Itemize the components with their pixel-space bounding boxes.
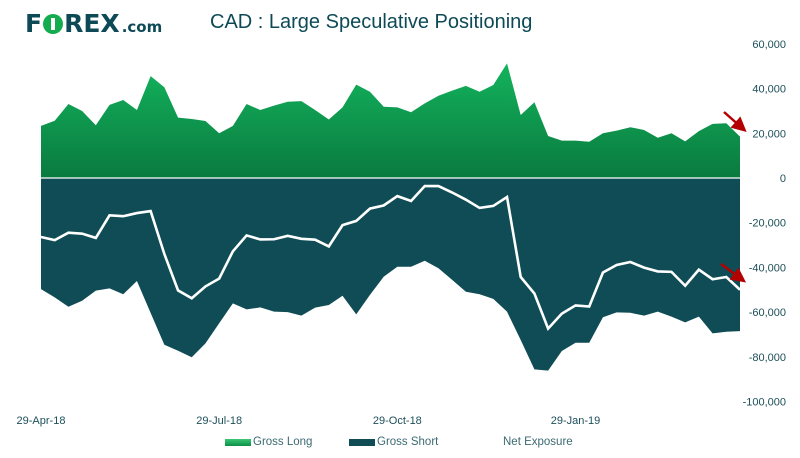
gross-long-down-arrow-icon: [723, 111, 747, 132]
gross-long-area: [41, 63, 740, 179]
y-tick-label: 20,000: [752, 128, 786, 140]
y-tick-label: 60,000: [752, 39, 786, 51]
gross-long-swatch: [225, 438, 251, 446]
y-tick-label: -100,000: [743, 397, 786, 409]
y-tick-label: 0: [780, 173, 786, 185]
legend-gross-short: Gross Short: [349, 436, 438, 448]
gross-short-swatch: [349, 438, 375, 446]
logo-o-icon: [43, 14, 64, 34]
legend-net-exposure: Net Exposure: [503, 436, 573, 448]
x-tick-label: 29-Jul-18: [196, 415, 242, 427]
y-tick-label: -80,000: [749, 352, 786, 364]
y-tick-label: -60,000: [749, 307, 786, 319]
y-tick-label: -40,000: [749, 262, 786, 274]
x-tick-label: 29-Oct-18: [373, 415, 422, 427]
net-exposure-line: [40, 184, 741, 332]
x-tick-label: 29-Apr-18: [17, 415, 66, 427]
y-tick-label: -20,000: [749, 218, 786, 230]
chart-title: CAD : Large Speculative Positioning: [210, 11, 533, 33]
net-exposure-down-arrow-icon: [720, 262, 747, 283]
forex-logo: F REX .com: [25, 9, 163, 38]
y-tick-label: 40,000: [752, 84, 786, 96]
x-tick-label: 29-Jan-19: [551, 415, 601, 427]
legend-gross-long: Gross Long: [225, 436, 312, 448]
gross-short-area: [41, 178, 740, 371]
